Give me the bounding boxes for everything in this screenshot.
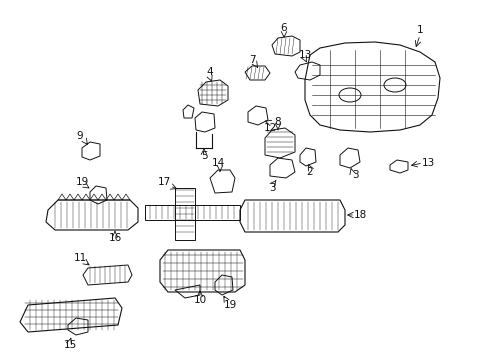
Text: 7: 7 [248, 55, 255, 65]
Text: 15: 15 [63, 340, 77, 350]
Text: 2: 2 [306, 167, 313, 177]
Text: 12: 12 [263, 123, 276, 133]
Text: 9: 9 [77, 131, 83, 141]
Text: 19: 19 [223, 300, 236, 310]
Text: 17: 17 [157, 177, 170, 187]
Text: 11: 11 [73, 253, 86, 263]
Text: 14: 14 [211, 158, 224, 168]
Text: 3: 3 [351, 170, 358, 180]
Text: 6: 6 [280, 23, 287, 33]
Text: 3: 3 [268, 183, 275, 193]
Text: 4: 4 [206, 67, 213, 77]
Text: 10: 10 [193, 295, 206, 305]
Text: 5: 5 [200, 151, 207, 161]
Text: 8: 8 [274, 117, 281, 127]
Text: 18: 18 [353, 210, 366, 220]
Text: 16: 16 [108, 233, 122, 243]
Text: 19: 19 [75, 177, 88, 187]
Text: 13: 13 [298, 50, 311, 60]
Text: 13: 13 [421, 158, 434, 168]
Text: 1: 1 [416, 25, 423, 35]
